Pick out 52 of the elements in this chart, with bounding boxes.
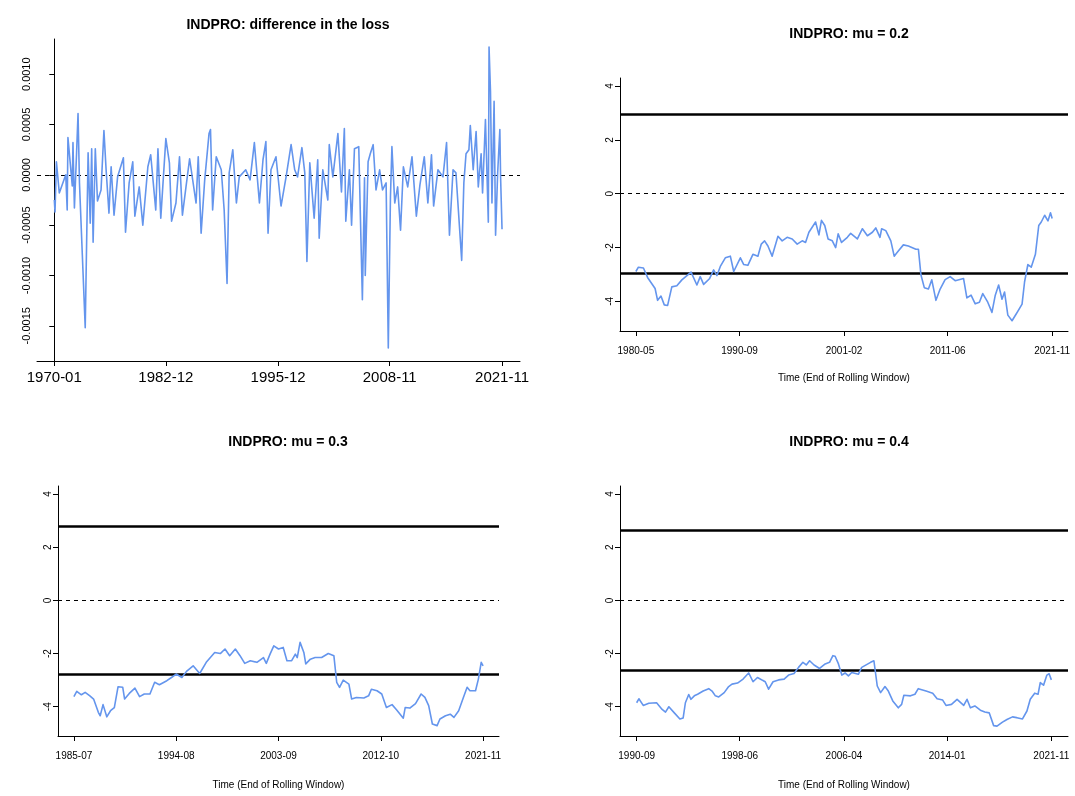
x-axis-title: Time (End of Rolling Window) [212, 778, 345, 790]
y-tick-label: 0 [41, 597, 53, 604]
y-tick-label: 0.0010 [19, 57, 32, 92]
y-tick-label: 4 [603, 82, 615, 89]
x-tick-label: 2001-02 [825, 344, 863, 356]
y-tick-label: 2 [603, 136, 615, 143]
x-tick-label: 2012-10 [362, 749, 400, 761]
y-tick-label: -4 [603, 701, 615, 712]
line-series [73, 641, 484, 727]
y-tick-label: -0.0010 [19, 256, 32, 295]
chart-title: INDPRO: mu = 0.2 [789, 25, 909, 41]
line-series [635, 654, 1053, 727]
x-tick-label: 1994-08 [157, 749, 195, 761]
x-tick-label: 2021-11 [1034, 344, 1071, 356]
x-tick-label: 1990-09 [618, 749, 656, 761]
x-tick-label: 1985-07 [55, 749, 93, 761]
x-axis-title: Time (End of Rolling Window) [778, 371, 910, 383]
x-tick-label: 1998-06 [721, 749, 759, 761]
line-series [53, 46, 503, 349]
chart-title: INDPRO: difference in the loss [186, 16, 390, 32]
line-series [635, 212, 1053, 322]
y-tick-label: -4 [603, 296, 615, 306]
x-tick-label: 1982-12 [138, 368, 194, 385]
x-tick-label: 1990-09 [721, 344, 759, 356]
y-tick-label: -0.0015 [19, 307, 32, 345]
y-tick-label: -2 [41, 648, 53, 659]
x-tick-label: 2006-04 [825, 749, 863, 761]
x-tick-label: 1970-01 [26, 368, 82, 385]
y-tick-label: 0 [603, 597, 615, 604]
y-tick-label: 0 [603, 190, 615, 197]
x-axis-title: Time (End of Rolling Window) [778, 778, 910, 790]
x-tick-label: 2021-11 [475, 368, 529, 385]
x-tick-label: 2021-11 [465, 749, 502, 761]
y-tick-label: 4 [41, 490, 53, 497]
chart-title: INDPRO: mu = 0.3 [228, 433, 348, 449]
y-tick-label: 4 [603, 490, 615, 497]
x-tick-label: 2003-09 [260, 749, 298, 761]
x-tick-label: 2008-11 [362, 368, 417, 385]
y-tick-label: 2 [41, 543, 53, 550]
x-tick-label: 1995-12 [250, 368, 306, 385]
chart-title: INDPRO: mu = 0.4 [789, 433, 909, 449]
y-tick-label: -4 [41, 701, 53, 712]
x-tick-label: 2021-11 [1033, 749, 1070, 761]
y-tick-label: 0.0000 [19, 158, 32, 192]
y-tick-label: -2 [603, 648, 615, 659]
y-tick-label: -2 [603, 242, 615, 253]
x-tick-label: 1980-05 [617, 344, 655, 356]
x-tick-label: 2011-06 [929, 344, 967, 356]
y-tick-label: 0.0005 [19, 107, 32, 142]
x-tick-label: 2014-01 [928, 749, 966, 761]
y-tick-label: 2 [603, 543, 615, 550]
y-tick-label: -0.0005 [19, 206, 32, 244]
